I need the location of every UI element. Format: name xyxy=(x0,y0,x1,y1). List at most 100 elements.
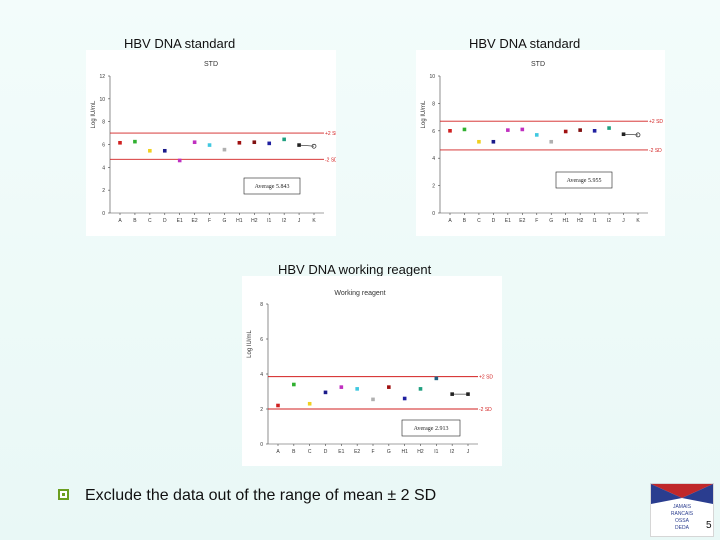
average-box xyxy=(243,177,301,195)
x-tick-label: A xyxy=(276,449,280,455)
x-tick-label: K xyxy=(636,218,640,224)
x-tick-label: D xyxy=(163,218,167,224)
y-tick-label: 10 xyxy=(99,97,105,103)
chart-std-1-svg: STD Log IU/mL 0 2 4 6 8 10 12 A B C D E1 E2 F G H1 H2 I1 I2 J… xyxy=(91,61,336,224)
data-point xyxy=(237,140,242,145)
x-tick-label: D xyxy=(324,449,328,455)
logo-line-4: DEDA xyxy=(675,525,690,531)
lower-sd-label: -2 SD xyxy=(649,148,662,154)
connector-line xyxy=(299,144,315,147)
x-tick-label: B xyxy=(463,218,467,224)
chart-title: STD xyxy=(204,61,218,68)
bullet-text: Exclude the data out of the range of mea… xyxy=(85,487,437,504)
data-point xyxy=(307,401,312,406)
data-point xyxy=(534,133,539,137)
y-tick-label: 12 xyxy=(99,74,105,80)
x-tick-label: I2 xyxy=(450,449,454,455)
y-tick-label: 8 xyxy=(432,101,435,107)
y-tick-label: 4 xyxy=(260,372,263,378)
data-point xyxy=(339,385,344,389)
x-tick-label: H1 xyxy=(562,218,569,224)
data-point xyxy=(282,137,286,142)
x-tick-label: A xyxy=(118,218,122,224)
data-point xyxy=(491,139,496,144)
y-tick-label: 4 xyxy=(102,165,105,171)
y-axis-label: Log IU/mL xyxy=(421,100,427,128)
y-tick-label: 8 xyxy=(260,302,263,308)
data-point xyxy=(267,141,272,146)
chart-title: Working reagent xyxy=(334,290,385,297)
data-point xyxy=(162,148,167,153)
logo-svg: JAMAIS RANCAIS OSSA DEDA xyxy=(651,484,713,531)
data-point xyxy=(148,148,152,153)
average-label: Average 5.955 xyxy=(567,178,602,184)
upper-sd-label: +2 SD xyxy=(649,119,663,125)
x-tick-label: H1 xyxy=(236,218,243,224)
x-tick-label: I1 xyxy=(434,449,438,455)
data-point xyxy=(297,143,301,147)
average-box xyxy=(555,171,613,189)
x-tick-label: E1 xyxy=(505,218,511,224)
data-point xyxy=(207,143,212,147)
x-tick-label: C xyxy=(308,449,312,455)
x-tick-label: C xyxy=(148,218,152,224)
x-tick-label: G xyxy=(549,218,553,224)
logo-line-3: OSSA xyxy=(675,518,690,524)
x-tick-label: E2 xyxy=(354,449,360,455)
chart-std-2: STD Log IU/mL 0 2 4 6 8 10 A B C D E1 E2 F G H1 H2 I1 I2 J K +… xyxy=(416,50,665,236)
data-point xyxy=(578,128,582,132)
data-point xyxy=(434,376,439,381)
data-point xyxy=(323,390,328,395)
y-tick-label: 4 xyxy=(432,156,435,162)
caption-top-right: HBV DNA standard xyxy=(469,36,581,51)
y-tick-label: 2 xyxy=(102,188,105,194)
x-tick-label: I1 xyxy=(267,218,271,224)
average-box xyxy=(401,419,461,437)
x-tick-label: F xyxy=(208,218,211,224)
chart-working-reagent-svg: Working reagent Log IU/mL 0 2 4 6 8 A B C D E1 E2 F G H… xyxy=(247,290,493,455)
y-tick-label: 0 xyxy=(260,442,263,448)
data-point xyxy=(506,128,510,132)
data-point xyxy=(418,387,423,391)
data-point xyxy=(607,126,611,130)
x-tick-label: D xyxy=(492,218,496,224)
x-tick-label: H1 xyxy=(401,449,408,455)
data-point xyxy=(252,140,257,145)
x-tick-label: E2 xyxy=(519,218,525,224)
chart-std-2-svg: STD Log IU/mL 0 2 4 6 8 10 A B C D E1 E2 F G H1 H2 I1 I2 J K +… xyxy=(421,61,663,224)
x-tick-label: E2 xyxy=(192,218,198,224)
logo-red-wedge xyxy=(651,484,713,498)
x-tick-label: G xyxy=(223,218,227,224)
x-tick-label: I2 xyxy=(282,218,286,224)
x-tick-label: C xyxy=(477,218,481,224)
average-label: Average 5.843 xyxy=(255,184,290,190)
x-tick-label: J xyxy=(298,218,301,224)
logo-blue-wedge xyxy=(651,484,682,504)
x-tick-label: J xyxy=(622,218,625,224)
upper-sd-label: +2 SD xyxy=(479,375,493,381)
data-point xyxy=(371,397,375,402)
page-number: 5 xyxy=(706,520,712,531)
caption-top-left: HBV DNA standard xyxy=(124,36,236,51)
data-point xyxy=(477,139,481,144)
data-point xyxy=(118,140,122,145)
chart-std-1: STD Log IU/mL 0 2 4 6 8 10 12 A B C D E1 E2 F G H1 H2 I1 I2 J… xyxy=(86,50,336,236)
x-tick-label: E1 xyxy=(338,449,344,455)
average-label: Average 2.913 xyxy=(414,426,449,432)
x-tick-label: K xyxy=(312,218,316,224)
data-point xyxy=(402,396,407,401)
lower-sd-label: -2 SD xyxy=(479,407,492,413)
x-tick-label: I1 xyxy=(593,218,597,224)
chart-title: STD xyxy=(531,61,545,68)
data-point xyxy=(563,129,568,134)
x-tick-label: F xyxy=(371,449,374,455)
data-point xyxy=(621,132,626,137)
logo-line-1: JAMAIS xyxy=(673,504,692,510)
caption-bottom: HBV DNA working reagent xyxy=(278,262,432,277)
data-point xyxy=(177,158,182,163)
y-tick-label: 0 xyxy=(102,211,105,217)
bullet-checkbox-icon xyxy=(58,489,69,500)
data-point xyxy=(549,139,554,144)
x-tick-label: A xyxy=(448,218,452,224)
data-point xyxy=(592,129,597,133)
